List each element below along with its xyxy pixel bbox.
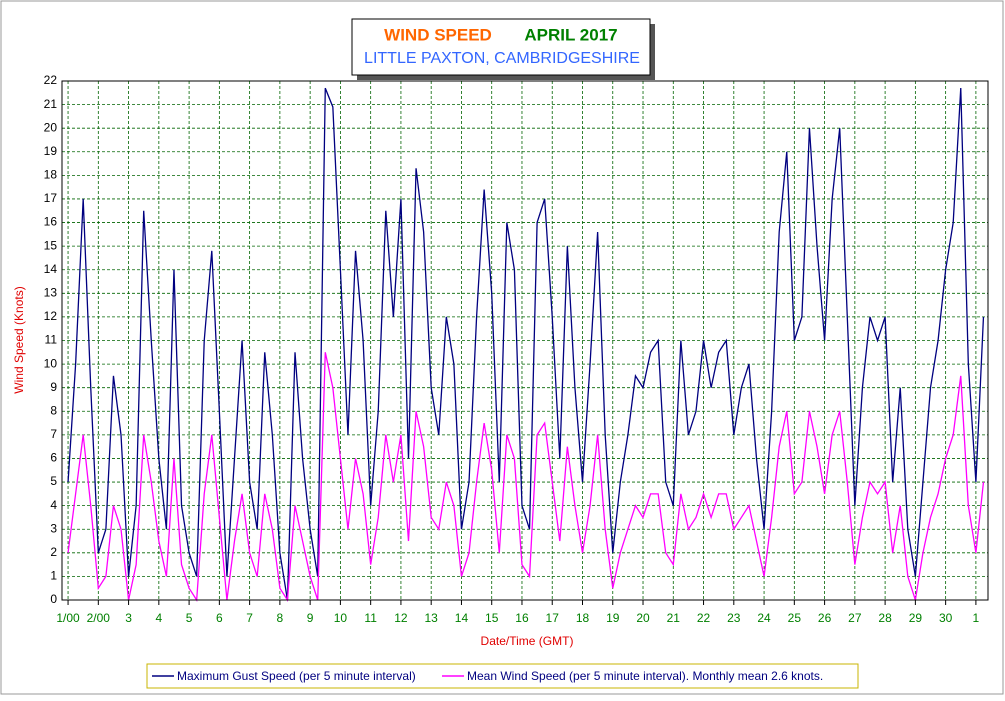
x-tick-label: 9 [307,611,314,625]
y-tick-label: 9 [50,380,57,394]
y-tick-label: 6 [50,451,57,465]
x-axis-label: Date/Time (GMT) [481,634,574,648]
y-tick-label: 21 [44,97,58,111]
x-tick-label: 13 [425,611,439,625]
x-tick-label: 24 [757,611,771,625]
y-tick-label: 16 [44,215,58,229]
y-tick-label: 5 [50,474,57,488]
x-tick-label: 2/00 [87,611,111,625]
y-tick-label: 3 [50,521,57,535]
x-tick-label: 11 [364,611,377,625]
x-tick-label: 1 [973,611,980,625]
x-tick-label: 14 [455,611,469,625]
x-tick-label: 28 [878,611,892,625]
title-box [351,18,651,76]
x-tick-label: 22 [697,611,711,625]
x-tick-label: 7 [246,611,253,625]
chart-subtitle: LITTLE PAXTON, CAMBRIDGESHIRE [364,50,640,67]
x-tick-label: 18 [576,611,590,625]
chart-title-period: APRIL 2017 [524,25,617,44]
y-tick-label: 7 [50,427,57,441]
x-tick-label: 30 [939,611,953,625]
x-tick-label: 25 [788,611,802,625]
x-tick-label: 15 [485,611,499,625]
x-tick-label: 21 [667,611,681,625]
y-tick-label: 20 [44,120,58,134]
y-tick-label: 4 [50,498,57,512]
x-tick-label: 10 [334,611,348,625]
y-tick-label: 19 [44,144,58,158]
x-tick-label: 4 [155,611,162,625]
x-tick-label: 17 [546,611,560,625]
y-tick-label: 13 [44,285,58,299]
x-tick-label: 3 [125,611,132,625]
x-tick-label: 29 [909,611,923,625]
y-tick-label: 12 [44,309,58,323]
x-tick-label: 27 [848,611,862,625]
y-tick-label: 17 [44,191,58,205]
x-tick-label: 8 [277,611,284,625]
x-tick-label: 1/00 [56,611,80,625]
y-tick-label: 15 [44,238,58,252]
legend-box [146,663,859,689]
x-tick-label: 26 [818,611,832,625]
x-tick-label: 12 [394,611,408,625]
chart-title: WIND SPEED [384,25,492,44]
series-line [67,87,985,601]
y-tick-label: 14 [44,262,58,276]
x-tick-label: 5 [186,611,193,625]
y-tick-label: 11 [45,333,58,347]
x-tick-label: 23 [727,611,741,625]
x-tick-label: 20 [636,611,650,625]
x-tick-label: 6 [216,611,223,625]
y-tick-label: 10 [44,356,58,370]
y-axis-label: Wind Speed (Knots) [12,286,26,393]
x-tick-label: 19 [606,611,620,625]
x-tick-label: 16 [515,611,529,625]
y-tick-label: 0 [50,592,57,606]
y-tick-label: 2 [50,545,57,559]
series-line [67,352,985,602]
legend-label: Mean Wind Speed (per 5 minute interval).… [467,669,823,683]
plot-border [61,80,989,601]
y-tick-label: 8 [50,403,57,417]
y-tick-label: 22 [44,73,58,87]
legend-label: Maximum Gust Speed (per 5 minute interva… [177,669,416,683]
y-tick-label: 18 [44,168,58,182]
y-tick-label: 1 [50,569,57,583]
